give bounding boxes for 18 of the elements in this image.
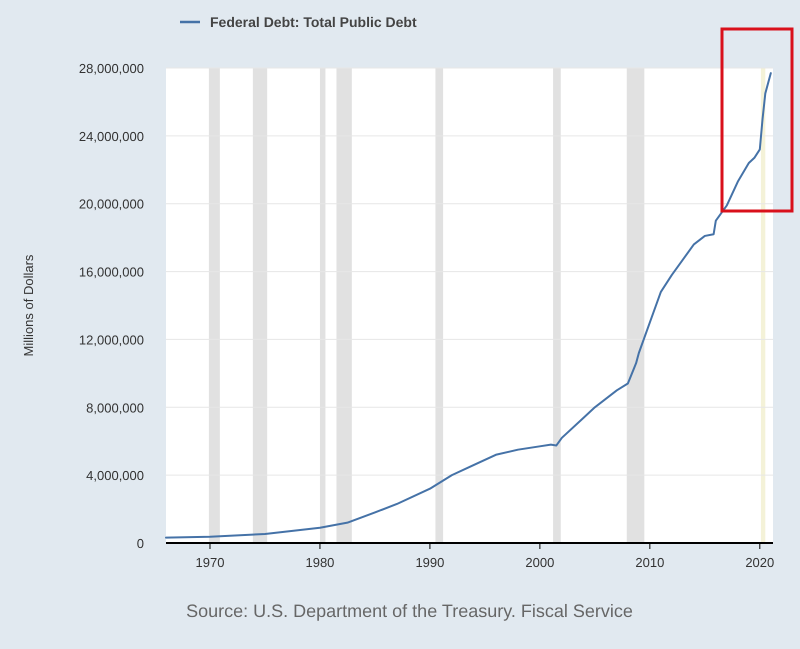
legend-label: Federal Debt: Total Public Debt: [210, 14, 417, 30]
x-tick-label: 1990: [415, 555, 444, 570]
line-series: [165, 72, 772, 539]
x-tick-label: 1970: [196, 555, 224, 570]
y-tick-label: 0: [136, 536, 144, 551]
y-tick-label: 24,000,000: [78, 128, 144, 144]
x-tick-label: 2010: [635, 555, 664, 570]
x-tick-label: 2020: [745, 555, 774, 570]
y-tick-label: 28,000,000: [78, 61, 144, 76]
x-tick-label: 2000: [525, 555, 554, 570]
x-tick-label: 1980: [305, 555, 334, 570]
y-tick-label: 4,000,000: [86, 468, 144, 484]
source-note: Source: U.S. Department of the Treasury. Fiscal Service: [186, 601, 633, 621]
y-tick-label: 12,000,000: [78, 332, 144, 348]
y-tick-label: 20,000,000: [78, 196, 144, 212]
y-axis-title: Millions of Dollars: [21, 254, 36, 356]
y-tick-label: 16,000,000: [78, 264, 144, 280]
y-tick-label: 8,000,000: [86, 400, 144, 416]
